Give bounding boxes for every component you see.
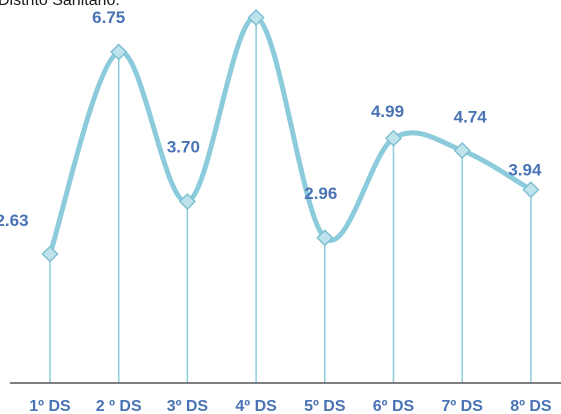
x-tick-label: 4º DS <box>235 398 277 414</box>
data-point-marker <box>41 245 59 263</box>
data-point-marker <box>453 141 471 160</box>
data-point-marker <box>316 229 334 247</box>
data-label: 2.63 <box>0 211 29 230</box>
x-tick-label: 3º DS <box>167 398 209 414</box>
data-label: 3.70 <box>167 138 200 157</box>
x-tick-label: 2 º DS <box>96 398 142 414</box>
data-point-marker <box>178 192 196 211</box>
x-tick-label: 7º DS <box>441 398 483 414</box>
data-point-marker <box>522 181 540 199</box>
data-label: 4.99 <box>371 102 404 121</box>
data-label: 4.74 <box>454 108 488 127</box>
data-label: 2.96 <box>304 184 337 203</box>
data-point-marker <box>247 9 265 27</box>
data-point-marker <box>384 129 403 147</box>
data-label: 3.94 <box>508 161 542 180</box>
data-label: 6.75 <box>92 8 125 27</box>
x-tick-label: 1º DS <box>29 398 71 414</box>
x-tick-label: 6º DS <box>373 398 415 414</box>
x-tick-label: 8º DS <box>510 398 552 414</box>
x-tick-label: 5º DS <box>304 398 346 414</box>
data-label: 7.45 <box>238 0 271 1</box>
chart-title: Distrito Sanitario. <box>0 0 120 9</box>
data-point-marker <box>110 43 128 61</box>
